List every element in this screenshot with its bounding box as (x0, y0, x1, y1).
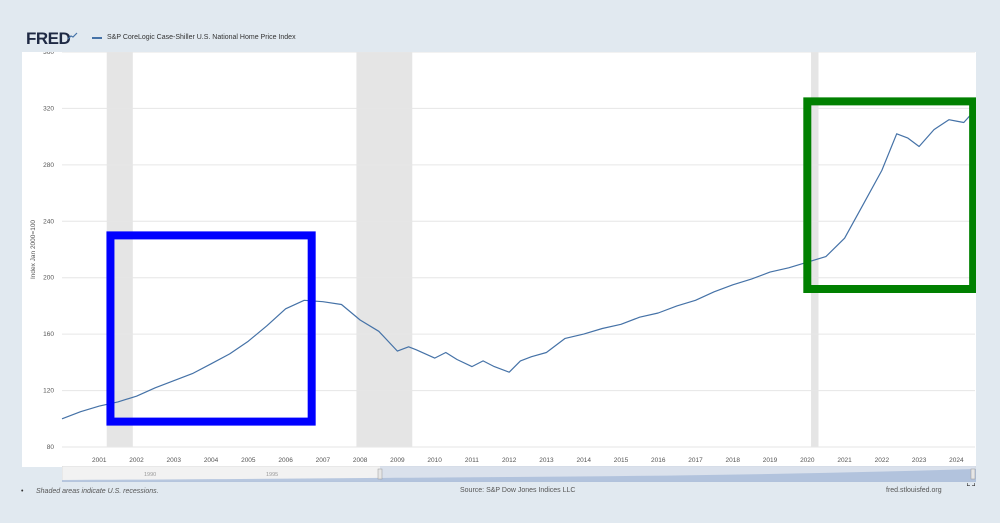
x-tick-label: 2023 (912, 457, 927, 464)
green-box (803, 97, 976, 293)
x-tick-label: 2013 (539, 457, 554, 464)
footer: • Shaded areas indicate U.S. recessions.… (0, 484, 1000, 504)
chart-svg[interactable]: 80 120 160 200 240 280 320 360 2001 2002 2003 2004 2… (22, 52, 976, 467)
x-tick-label: 2007 (316, 457, 331, 464)
x-tick-label: 2002 (129, 457, 144, 464)
x-tick-label: 2012 (502, 457, 517, 464)
x-tick-label: 2009 (390, 457, 405, 464)
x-tick-label: 2011 (465, 457, 479, 464)
legend-label: S&P CoreLogic Case-Shiller U.S. National… (107, 34, 296, 41)
fred-url-link[interactable]: fred.stlouisfed.org (886, 487, 942, 494)
x-tick-label: 2003 (167, 457, 182, 464)
x-tick-label: 2004 (204, 457, 219, 464)
x-tick-label: 2018 (726, 457, 741, 464)
x-tick-label: 2015 (614, 457, 629, 464)
legend-swatch (92, 36, 102, 39)
x-tick-label: 2022 (875, 457, 890, 464)
x-tick-label: 2016 (651, 457, 666, 464)
navigator-handle-right[interactable] (970, 468, 976, 480)
legend: S&P CoreLogic Case-Shiller U.S. National… (92, 34, 296, 41)
x-tick-label: 2021 (837, 457, 852, 464)
range-navigator[interactable]: 1990 1995 (62, 466, 976, 482)
x-tick-label: 2010 (427, 457, 442, 464)
navigator-series-area (62, 469, 976, 482)
x-tick-label: 2014 (576, 457, 591, 464)
x-tick-label: 2024 (949, 457, 964, 464)
x-tick-label: 2006 (278, 457, 293, 464)
x-tick-label: 2001 (92, 457, 107, 464)
y-tick-label: 160 (43, 331, 54, 338)
recession-band-1 (356, 52, 413, 447)
x-tick-label: 2008 (353, 457, 368, 464)
series-line-0 (61, 113, 972, 420)
y-tick-label: 360 (43, 52, 54, 56)
navigator-label: 1990 (144, 472, 156, 478)
navigator-label: 1995 (266, 472, 278, 478)
recession-note: Shaded areas indicate U.S. recessions. (36, 488, 159, 495)
source-text: Source: S&P Dow Jones Indices LLC (460, 487, 576, 494)
navigator-handle-left[interactable] (377, 468, 383, 480)
x-tick-label: 2005 (241, 457, 256, 464)
blue-box (106, 231, 316, 426)
y-tick-label: 200 (43, 275, 54, 282)
y-tick-label: 120 (43, 388, 54, 395)
chart-header: FRED S&P CoreLogic Case-Shiller U.S. Nat… (22, 26, 976, 52)
fred-logo[interactable]: FRED (26, 29, 71, 48)
x-tick-label: 2017 (688, 457, 703, 464)
y-tick-label: 80 (47, 444, 55, 451)
footer-dot-icon: • (21, 488, 24, 495)
fred-logo-icon (68, 32, 78, 40)
recession-band-2 (811, 52, 819, 447)
x-tick-label: 2019 (763, 457, 778, 464)
y-tick-label: 240 (43, 218, 54, 225)
x-tick-label: 2020 (800, 457, 815, 464)
y-tick-label: 280 (43, 162, 54, 169)
y-axis-label: Index Jan 2000=100 (30, 220, 37, 279)
y-tick-label: 320 (43, 105, 54, 112)
plot-frame: 80 120 160 200 240 280 320 360 2001 2002 2003 2004 2… (22, 52, 976, 467)
